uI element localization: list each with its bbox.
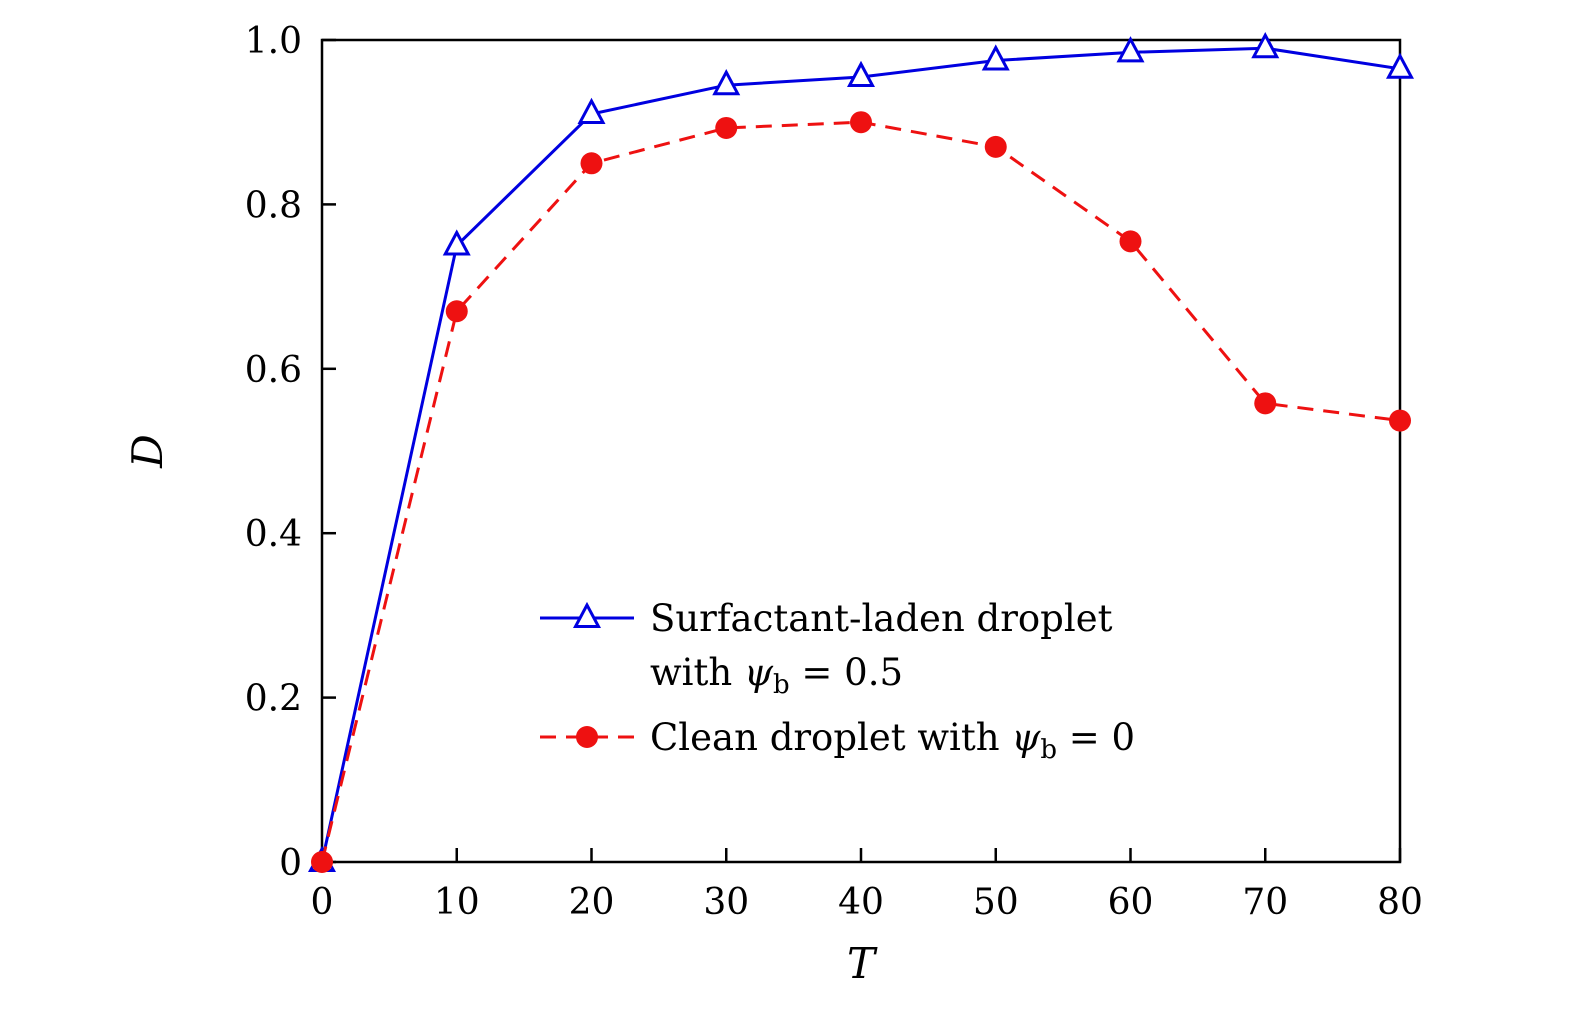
y-tick-label: 1.0: [245, 21, 302, 62]
circle-marker: [311, 851, 333, 873]
triangle-marker: [712, 69, 741, 96]
x-tick-label: 40: [838, 882, 884, 923]
legend-triangle-marker: [572, 601, 602, 628]
y-axis-label: D: [123, 434, 172, 469]
y-tick-label: 0: [279, 843, 302, 884]
circle-marker: [850, 111, 872, 134]
triangle-marker: [1385, 52, 1415, 79]
circle-marker: [1389, 409, 1411, 432]
circle-marker: [580, 152, 603, 175]
legend-label-surfactant-line2: with ψb = 0.5: [650, 651, 903, 700]
data-series: [307, 32, 1415, 873]
legend-entry-clean: Clean droplet with ψb = 0: [540, 716, 1135, 765]
circle-marker: [1119, 230, 1142, 253]
x-tick-label: 20: [569, 882, 615, 923]
circle-marker: [984, 135, 1007, 158]
y-tick-label: 0.2: [245, 679, 302, 720]
triangle-marker: [442, 229, 471, 256]
legend-label-surfactant-line1: Surfactant-laden droplet: [650, 597, 1113, 640]
legend-circle-marker: [576, 726, 598, 748]
triangle-marker: [846, 60, 876, 87]
y-tick-label: 0.6: [245, 350, 302, 391]
y-tick-label: 0.8: [245, 185, 302, 226]
circle-marker: [715, 116, 738, 139]
y-tick-label: 0.4: [245, 514, 302, 555]
legend-label-clean: Clean droplet with ψb = 0: [650, 716, 1135, 765]
legend: Surfactant-laden droplet with ψb = 0.5 C…: [540, 597, 1135, 765]
triangle-marker: [1116, 36, 1145, 63]
legend-entry-surfactant: Surfactant-laden droplet with ψb = 0.5: [540, 597, 1113, 700]
x-tick-label: 70: [1242, 882, 1288, 923]
x-tick-label: 30: [703, 882, 749, 923]
x-tick-label: 10: [434, 882, 480, 923]
triangle-marker: [577, 97, 606, 124]
circle-marker: [445, 300, 468, 323]
triangle-marker: [981, 44, 1010, 71]
axis-ticks: 0 10 20 30 40 50 60 70 80 0 0.2 0.4 0.6 0.8 1.0: [245, 21, 1423, 923]
x-axis-label: T: [847, 939, 878, 988]
x-tick-label: 50: [973, 882, 1019, 923]
x-tick-label: 0: [311, 882, 334, 923]
triangle-marker: [1251, 32, 1280, 59]
x-tick-label: 60: [1108, 882, 1154, 923]
x-tick-label: 80: [1377, 882, 1423, 923]
circle-marker: [1254, 392, 1277, 415]
